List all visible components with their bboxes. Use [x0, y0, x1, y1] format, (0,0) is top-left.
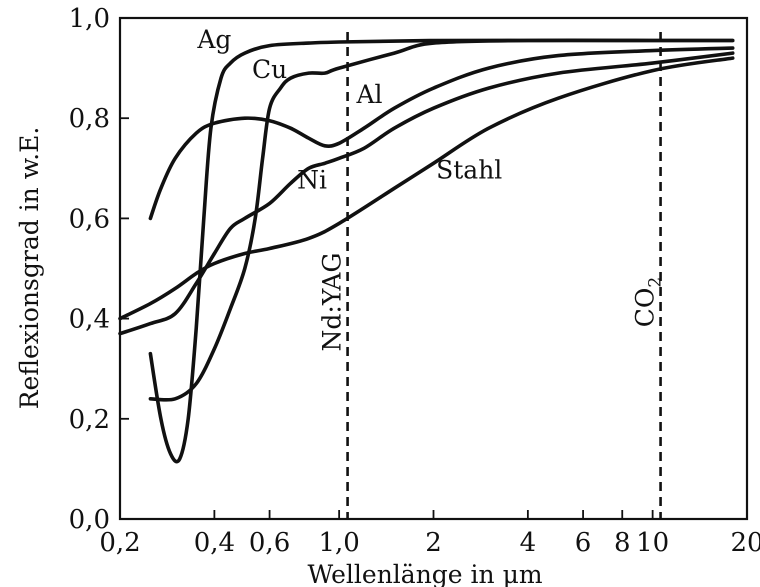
x-tick-label: 20 [730, 528, 760, 558]
curve-label-ni: Ni [297, 165, 327, 194]
x-tick-label: 0,6 [249, 528, 290, 558]
x-tick-label: 2 [425, 528, 442, 558]
laser-wavelength-lines: Nd:YAG CO2 [318, 32, 666, 519]
curve-label-ag: Ag [196, 25, 231, 54]
axis-ticks: 0,2 0,4 0,6 1,0 2 4 6 8 10 200,00,20,40,60,81,0 [69, 4, 760, 558]
curve-stahl [118, 56, 735, 321]
x-tick-label: 4 [520, 528, 537, 558]
y-axis-label: Reflexionsgrad in w.E. [15, 127, 44, 410]
x-tick-label: 10 [636, 528, 669, 558]
x-tick-label: 1,0 [318, 528, 359, 558]
y-tick-label: 0,4 [69, 305, 110, 335]
x-tick-label: 0,4 [194, 528, 235, 558]
x-tick-label: 0,2 [99, 528, 140, 558]
reflectance-curves: Ag Cu Al Ni Stahl [118, 25, 735, 464]
x-axis-label: Wellenlänge in µm [307, 560, 542, 587]
y-tick-label: 0,8 [69, 104, 110, 134]
curve-ni [118, 51, 735, 336]
vline-label-co: CO2 [631, 277, 666, 327]
y-tick-label: 1,0 [69, 4, 110, 34]
vline-label-nd-yag: Nd:YAG [318, 253, 347, 352]
curve-label-cu: Cu [252, 55, 287, 84]
x-tick-label: 8 [614, 528, 631, 558]
y-tick-label: 0,6 [69, 204, 110, 234]
plot-frame [118, 16, 749, 521]
curve-label-al: Al [355, 80, 382, 109]
curve-cu [148, 38, 735, 402]
curve-al [148, 46, 735, 221]
x-tick-label: 6 [575, 528, 592, 558]
y-tick-label: 0,2 [69, 405, 110, 435]
y-tick-label: 0,0 [69, 505, 110, 535]
curve-label-stahl: Stahl [436, 155, 502, 184]
